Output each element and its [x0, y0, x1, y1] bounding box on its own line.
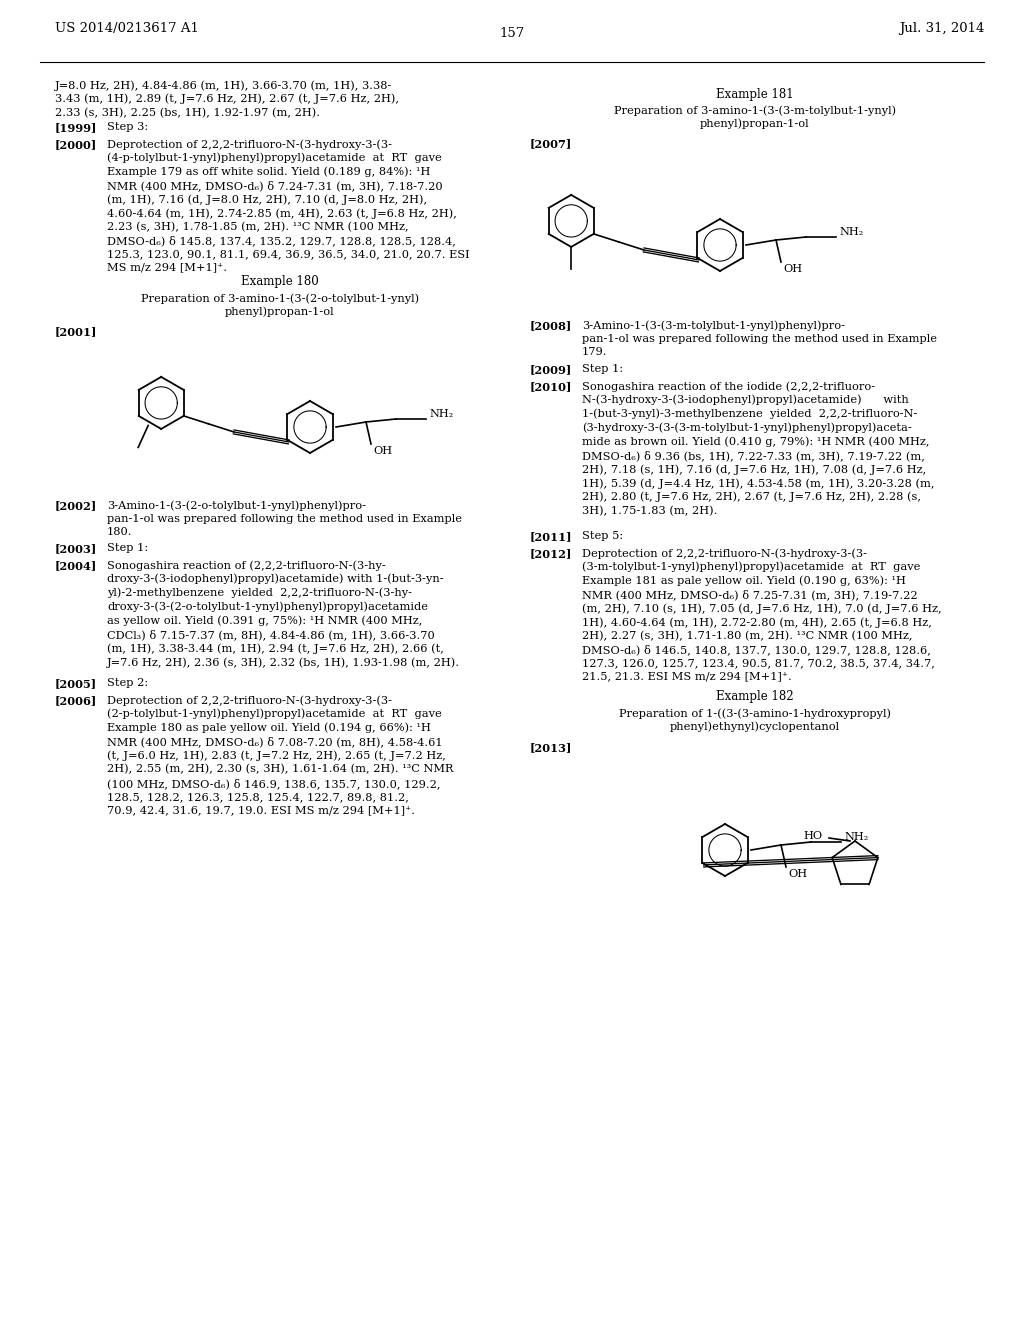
Text: 157: 157	[500, 26, 524, 40]
Text: [2002]: [2002]	[55, 500, 97, 511]
Text: 3-Amino-1-(3-(3-m-tolylbut-1-ynyl)phenyl)pro-
pan-1-ol was prepared following th: 3-Amino-1-(3-(3-m-tolylbut-1-ynyl)phenyl…	[582, 319, 937, 356]
Text: Preparation of 3-amino-1-(3-(2-o-tolylbut-1-ynyl)
phenyl)propan-1-ol: Preparation of 3-amino-1-(3-(2-o-tolylbu…	[141, 293, 419, 317]
Text: OH: OH	[783, 264, 802, 275]
Text: Sonogashira reaction of (2,2,2-trifluoro-N-(3-hy-
droxy-3-(3-iodophenyl)propyl)a: Sonogashira reaction of (2,2,2-trifluoro…	[106, 560, 460, 668]
Text: [1999]: [1999]	[55, 121, 97, 133]
Text: [2005]: [2005]	[55, 678, 97, 689]
Text: NH₂: NH₂	[429, 409, 454, 418]
Text: [2008]: [2008]	[530, 319, 572, 331]
Text: Example 182: Example 182	[716, 690, 794, 704]
Text: [2001]: [2001]	[55, 326, 97, 337]
Text: Step 3:: Step 3:	[106, 121, 148, 132]
Text: [2011]: [2011]	[530, 531, 572, 543]
Text: [2000]: [2000]	[55, 139, 97, 150]
Text: [2006]: [2006]	[55, 696, 97, 706]
Text: [2007]: [2007]	[530, 139, 572, 149]
Text: [2004]: [2004]	[55, 560, 97, 572]
Text: Step 2:: Step 2:	[106, 678, 148, 688]
Text: Sonogashira reaction of the iodide (2,2,2-trifluoro-
N-(3-hydroxy-3-(3-iodopheny: Sonogashira reaction of the iodide (2,2,…	[582, 381, 935, 516]
Text: Step 5:: Step 5:	[582, 531, 624, 541]
Text: NH₂: NH₂	[844, 832, 868, 842]
Text: OH: OH	[788, 869, 807, 879]
Text: Preparation of 3-amino-1-(3-(3-m-tolylbut-1-ynyl)
phenyl)propan-1-ol: Preparation of 3-amino-1-(3-(3-m-tolylbu…	[614, 106, 896, 129]
Text: Deprotection of 2,2,2-trifluoro-N-(3-hydroxy-3-(3-
(4-p-tolylbut-1-ynyl)phenyl)p: Deprotection of 2,2,2-trifluoro-N-(3-hyd…	[106, 139, 470, 273]
Text: Example 180: Example 180	[241, 275, 318, 288]
Text: [2010]: [2010]	[530, 381, 572, 392]
Text: Jul. 31, 2014: Jul. 31, 2014	[899, 22, 984, 36]
Text: [2012]: [2012]	[530, 548, 572, 558]
Text: Example 181: Example 181	[716, 88, 794, 102]
Text: J=8.0 Hz, 2H), 4.84-4.86 (m, 1H), 3.66-3.70 (m, 1H), 3.38-
3.43 (m, 1H), 2.89 (t: J=8.0 Hz, 2H), 4.84-4.86 (m, 1H), 3.66-3…	[55, 81, 399, 117]
Text: OH: OH	[373, 446, 392, 455]
Text: [2013]: [2013]	[530, 742, 572, 752]
Text: Deprotection of 2,2,2-trifluoro-N-(3-hydroxy-3-(3-
(2-p-tolylbut-1-ynyl)phenyl)p: Deprotection of 2,2,2-trifluoro-N-(3-hyd…	[106, 696, 454, 814]
Text: [2003]: [2003]	[55, 543, 97, 554]
Text: HO: HO	[804, 832, 823, 841]
Text: US 2014/0213617 A1: US 2014/0213617 A1	[55, 22, 199, 36]
Text: 3-Amino-1-(3-(2-o-tolylbut-1-ynyl)phenyl)pro-
pan-1-ol was prepared following th: 3-Amino-1-(3-(2-o-tolylbut-1-ynyl)phenyl…	[106, 500, 462, 537]
Text: Preparation of 1-((3-(3-amino-1-hydroxypropyl)
phenyl)ethynyl)cyclopentanol: Preparation of 1-((3-(3-amino-1-hydroxyp…	[618, 708, 891, 733]
Text: Step 1:: Step 1:	[106, 543, 148, 553]
Text: [2009]: [2009]	[530, 364, 572, 375]
Text: NH₂: NH₂	[839, 227, 863, 238]
Text: Deprotection of 2,2,2-trifluoro-N-(3-hydroxy-3-(3-
(3-m-tolylbut-1-ynyl)phenyl)p: Deprotection of 2,2,2-trifluoro-N-(3-hyd…	[582, 548, 942, 681]
Text: Step 1:: Step 1:	[582, 364, 624, 374]
